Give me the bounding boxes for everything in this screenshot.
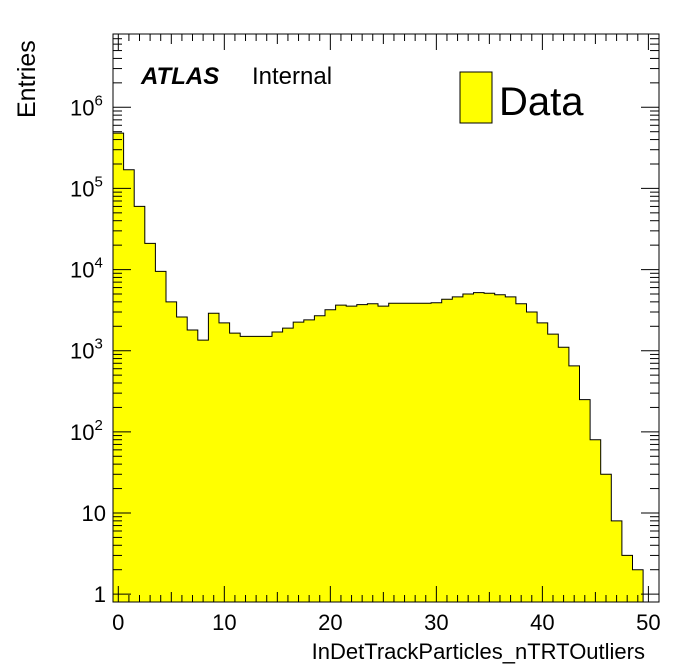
- y-tick-label: 102: [70, 417, 103, 445]
- atlas-label: ATLAS: [140, 63, 219, 90]
- legend-swatch[interactable]: [459, 71, 493, 124]
- y-tick-label: 106: [70, 92, 103, 120]
- y-tick-label: 10: [82, 501, 106, 526]
- histogram-bars: [112, 132, 644, 603]
- y-axis-label: Entries: [13, 40, 41, 118]
- x-tick-label: 40: [530, 610, 554, 635]
- axis-ticks: [113, 33, 659, 602]
- x-tick-labels: 0 10 20 30 40 50: [112, 610, 660, 635]
- y-tick-label: 103: [70, 336, 103, 364]
- x-tick-label: 0: [112, 610, 124, 635]
- x-tick-label: 10: [212, 610, 236, 635]
- y-tick-labels: 1 10 102 103 104 105 106: [70, 92, 106, 607]
- x-axis-label: InDetTrackParticles_nTRTOutliers: [312, 639, 645, 664]
- x-tick-label: 20: [318, 610, 342, 635]
- y-tick-label: 1: [94, 582, 106, 607]
- legend-label-data: Data: [499, 80, 584, 124]
- x-tick-label: 50: [636, 610, 660, 635]
- x-tick-label: 30: [424, 610, 448, 635]
- internal-label: Internal: [252, 63, 332, 90]
- y-tick-label: 104: [70, 255, 103, 283]
- y-tick-label: 105: [70, 173, 103, 201]
